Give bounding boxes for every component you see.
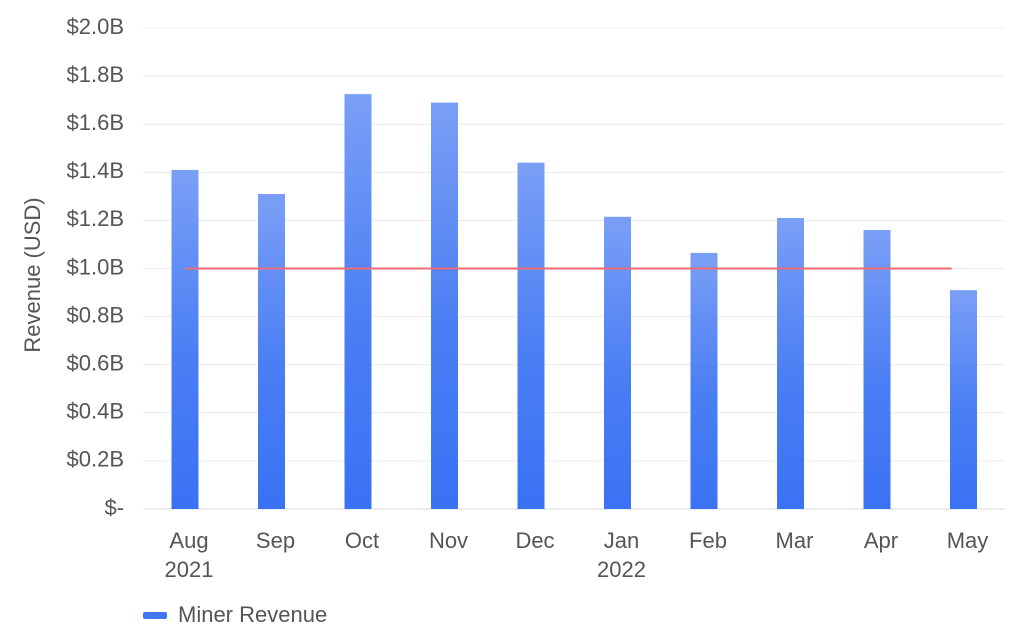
y-axis-tick-labels: $- $0.2B $0.4B $0.6B $0.8B $1.0B $1.2B $1.4B $1.…: [67, 14, 125, 520]
bar: [344, 94, 372, 509]
x-tick-label: Nov: [429, 528, 468, 553]
bar: [517, 162, 545, 509]
bars: [171, 94, 977, 510]
y-tick-label: $0.6B: [67, 351, 125, 376]
x-tick-label: Dec: [515, 528, 554, 553]
x-tick-label: Jan: [604, 528, 639, 553]
bar: [863, 230, 891, 509]
y-tick-label: $-: [104, 495, 124, 520]
x-axis-tick-labels: Aug 2021 Sep Oct Nov Dec Jan 2022 Feb Mar Apr May: [165, 528, 989, 582]
y-tick-label: $0.8B: [67, 302, 125, 327]
x-tick-label: Aug: [169, 528, 208, 553]
y-tick-label: $1.2B: [67, 206, 125, 231]
x-tick-label: May: [947, 528, 989, 553]
legend-swatch: [143, 612, 167, 619]
y-tick-label: $2.0B: [67, 14, 125, 39]
x-tick-label: Sep: [256, 528, 295, 553]
legend: Miner Revenue: [143, 602, 327, 627]
y-tick-label: $0.2B: [67, 447, 125, 472]
y-tick-label: $1.4B: [67, 158, 125, 183]
y-tick-label: $0.4B: [67, 399, 125, 424]
y-tick-label: $1.8B: [67, 62, 125, 87]
x-tick-label: 2022: [597, 557, 646, 582]
y-tick-label: $1.6B: [67, 110, 125, 135]
x-tick-label: Apr: [864, 528, 898, 553]
bar: [950, 290, 977, 509]
x-tick-label: 2021: [165, 557, 214, 582]
bar: [604, 216, 631, 510]
bar: [431, 102, 458, 510]
x-tick-label: Mar: [776, 528, 814, 553]
bar: [258, 193, 285, 509]
legend-label: Miner Revenue: [178, 602, 327, 627]
bar: [171, 169, 199, 509]
bar: [777, 217, 804, 509]
y-tick-label: $1.0B: [67, 254, 125, 279]
x-tick-label: Feb: [689, 528, 727, 553]
y-axis-title: Revenue (USD): [20, 197, 45, 352]
x-tick-label: Oct: [345, 528, 379, 553]
bar: [690, 252, 718, 509]
